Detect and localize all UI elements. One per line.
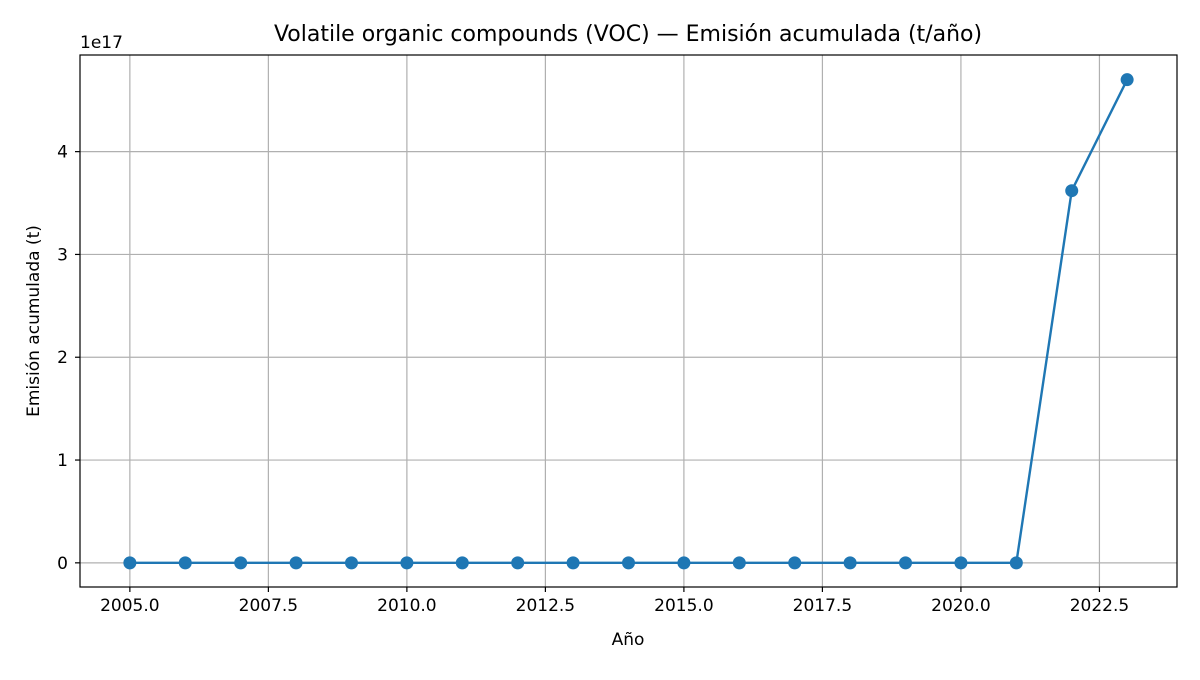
data-point [788, 556, 802, 570]
data-point [178, 556, 192, 570]
data-point [622, 556, 635, 570]
data-point [344, 556, 358, 570]
data-point [289, 556, 303, 570]
x-tick-label: 2012.5 [516, 596, 575, 616]
x-tick-label: 2005.0 [100, 596, 159, 616]
chart-title: Volatile organic compounds (VOC) — Emisi… [274, 22, 982, 47]
data-point [1065, 184, 1079, 198]
plot-frame [79, 54, 1178, 588]
data-point [1009, 556, 1023, 570]
data-point [1120, 73, 1134, 87]
x-tick-label: 2010.0 [377, 596, 436, 616]
data-point [455, 556, 469, 570]
y-tick-label: 3 [57, 245, 68, 265]
data-point [566, 556, 580, 570]
data-point [234, 556, 248, 570]
data-point [511, 556, 525, 570]
y-tick-label: 1 [57, 451, 68, 471]
x-tick-label: 2007.5 [239, 596, 298, 616]
x-axis-label: Año [612, 630, 645, 650]
y-axis-label: Emisión acumulada (t) [24, 225, 44, 417]
y-tick-label: 0 [57, 554, 68, 574]
data-point [123, 556, 137, 570]
y-offset-label: 1e17 [80, 33, 123, 53]
series-layer [123, 73, 1134, 570]
axis-ticks: 2005.0 2007.5 2010.0 2012.5 2015.0 2017.5 2020… [57, 143, 1129, 616]
x-tick-label: 2022.5 [1070, 596, 1129, 616]
data-point [677, 556, 691, 570]
data-point [843, 556, 857, 570]
data-point [899, 556, 913, 570]
x-tick-label: 2020.0 [931, 596, 990, 616]
data-point [732, 556, 746, 570]
data-point [400, 556, 414, 570]
data-point [954, 556, 968, 570]
y-tick-label: 2 [57, 348, 68, 368]
x-tick-label: 2015.0 [654, 596, 713, 616]
y-tick-label: 4 [57, 143, 68, 163]
x-tick-label: 2017.5 [793, 596, 852, 616]
